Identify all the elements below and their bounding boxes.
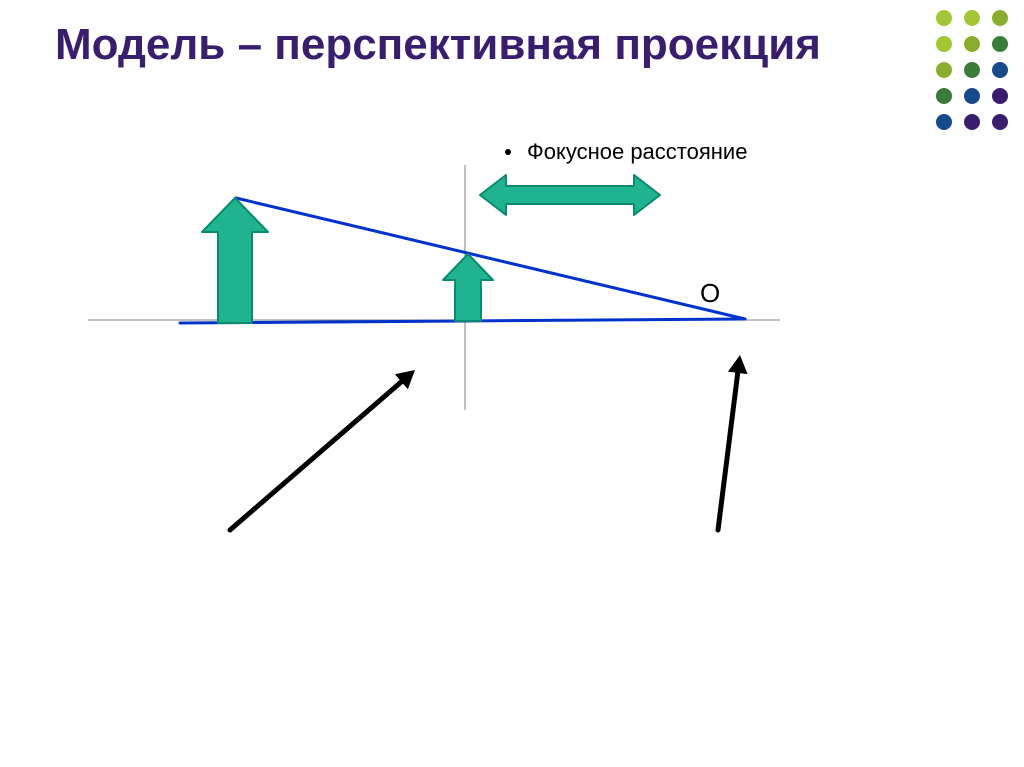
image-arrow-small <box>443 254 493 321</box>
object-arrow-big <box>202 198 268 323</box>
axes <box>88 165 780 410</box>
focal-length-arrow <box>480 175 660 215</box>
origin-label-O: O <box>700 278 720 309</box>
projection-diagram <box>0 0 1024 767</box>
pointer-arrows <box>230 355 748 530</box>
